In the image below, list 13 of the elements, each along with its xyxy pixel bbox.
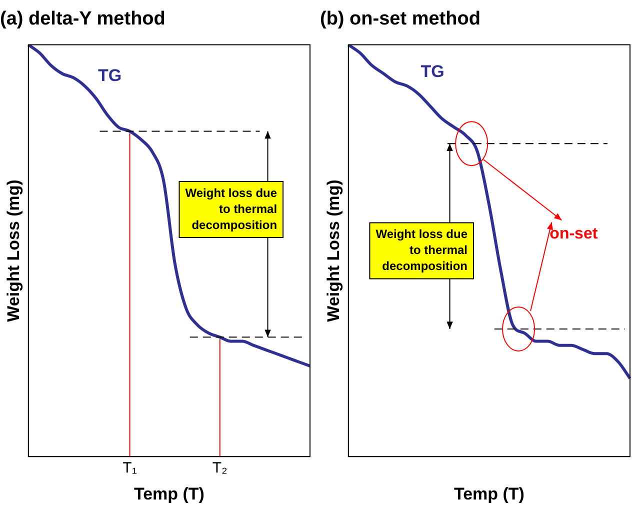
x-tick-label: T₂: [212, 460, 228, 477]
annotation: Weight loss due to thermal decomposition: [376, 227, 468, 274]
x-axis-title: Temp (T): [134, 484, 204, 504]
series-label: TG: [420, 62, 444, 81]
chart-title: (a) delta-Y method: [0, 8, 166, 30]
y-axis-title: Weight Loss (mg): [324, 180, 343, 322]
annotation: on-set: [550, 226, 598, 243]
y-axis-title: Weight Loss (mg): [4, 180, 23, 322]
x-tick-label: T₁: [122, 460, 137, 477]
annotation: Weight loss due to thermal decomposition: [185, 186, 278, 232]
chart-title: (b) on-set method: [320, 8, 480, 30]
x-axis-title: Temp (T): [454, 484, 524, 504]
series-label: TG: [98, 66, 122, 86]
